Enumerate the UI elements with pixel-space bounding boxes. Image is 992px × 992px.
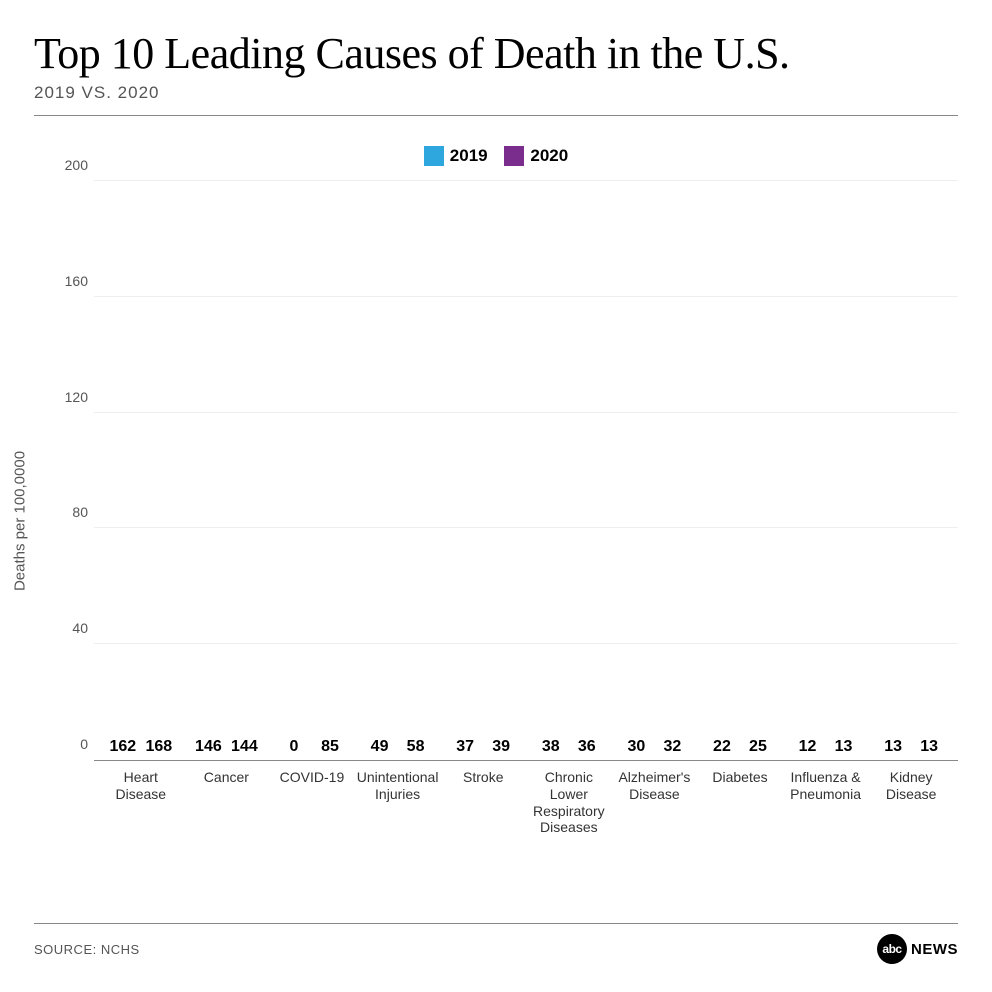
x-tick-label: Alzheimer's Disease (612, 761, 698, 861)
y-tick-label: 80 (54, 504, 88, 520)
chart-area: Deaths per 100,0000 16216814614408549583… (34, 181, 958, 861)
bar-value-label: 13 (835, 738, 853, 756)
bar-value-label: 13 (884, 738, 902, 756)
legend-label-2020: 2020 (530, 146, 568, 166)
bar-value-label: 25 (749, 738, 767, 756)
legend-swatch-2020 (504, 146, 524, 166)
legend-item-2020: 2020 (504, 146, 568, 166)
bar-value-label: 162 (109, 738, 136, 756)
gridline (94, 527, 958, 528)
x-tick-label: Chronic Lower Respiratory Diseases (526, 761, 612, 861)
bar-value-label: 22 (713, 738, 731, 756)
divider-top (34, 115, 958, 116)
x-tick-label: Kidney Disease (868, 761, 954, 861)
chart-subtitle: 2019 VS. 2020 (34, 83, 958, 103)
bar-value-label: 58 (407, 738, 425, 756)
legend-item-2019: 2019 (424, 146, 488, 166)
x-tick-label: Unintentional Injuries (355, 761, 441, 861)
gridline (94, 412, 958, 413)
bar-value-label: 30 (627, 738, 645, 756)
gridline (94, 180, 958, 181)
bar-value-label: 12 (799, 738, 817, 756)
gridline (94, 296, 958, 297)
y-tick-label: 40 (54, 620, 88, 636)
x-tick-label: Heart Disease (98, 761, 184, 861)
bar-value-label: 13 (920, 738, 938, 756)
publisher-logo: abc NEWS (877, 934, 958, 964)
x-tick-label: Stroke (440, 761, 526, 861)
y-axis-label: Deaths per 100,0000 (12, 451, 29, 591)
y-tick-label: 120 (54, 389, 88, 405)
x-axis: Heart DiseaseCancerCOVID-19Unintentional… (94, 761, 958, 861)
y-tick-label: 200 (54, 157, 88, 173)
bar-value-label: 168 (145, 738, 172, 756)
legend-label-2019: 2019 (450, 146, 488, 166)
gridline (94, 643, 958, 644)
x-tick-label: Influenza & Pneumonia (783, 761, 869, 861)
x-tick-label: Diabetes (697, 761, 783, 861)
x-tick-label: COVID-19 (269, 761, 355, 861)
chart-title: Top 10 Leading Causes of Death in the U.… (34, 28, 958, 79)
bar-value-label: 36 (578, 738, 596, 756)
legend-swatch-2019 (424, 146, 444, 166)
bar-value-label: 0 (290, 738, 299, 756)
source-text: SOURCE: NCHS (34, 942, 140, 957)
bars-row: 162 168 146 144 0 85 49 58 37 39 38 36 30 32 22 25 12 13 1… (94, 181, 958, 760)
plot-area: 162 168 146 144 0 85 49 58 37 39 38 36 30 32 22 25 12 13 1… (94, 181, 958, 761)
divider-bottom (34, 923, 958, 924)
x-tick-label: Cancer (184, 761, 270, 861)
bar-value-label: 38 (542, 738, 560, 756)
bar-value-label: 37 (456, 738, 474, 756)
bar-value-label: 49 (371, 738, 389, 756)
y-tick-label: 0 (54, 736, 88, 752)
bar-value-label: 146 (195, 738, 222, 756)
y-tick-label: 160 (54, 273, 88, 289)
abc-logo-icon: abc (877, 934, 907, 964)
footer: SOURCE: NCHS abc NEWS (34, 923, 958, 964)
legend: 2019 2020 (34, 146, 958, 171)
bar-value-label: 85 (321, 738, 339, 756)
publisher-logo-text: NEWS (911, 941, 958, 958)
bar-value-label: 32 (663, 738, 681, 756)
bar-value-label: 39 (492, 738, 510, 756)
bar-value-label: 144 (231, 738, 258, 756)
